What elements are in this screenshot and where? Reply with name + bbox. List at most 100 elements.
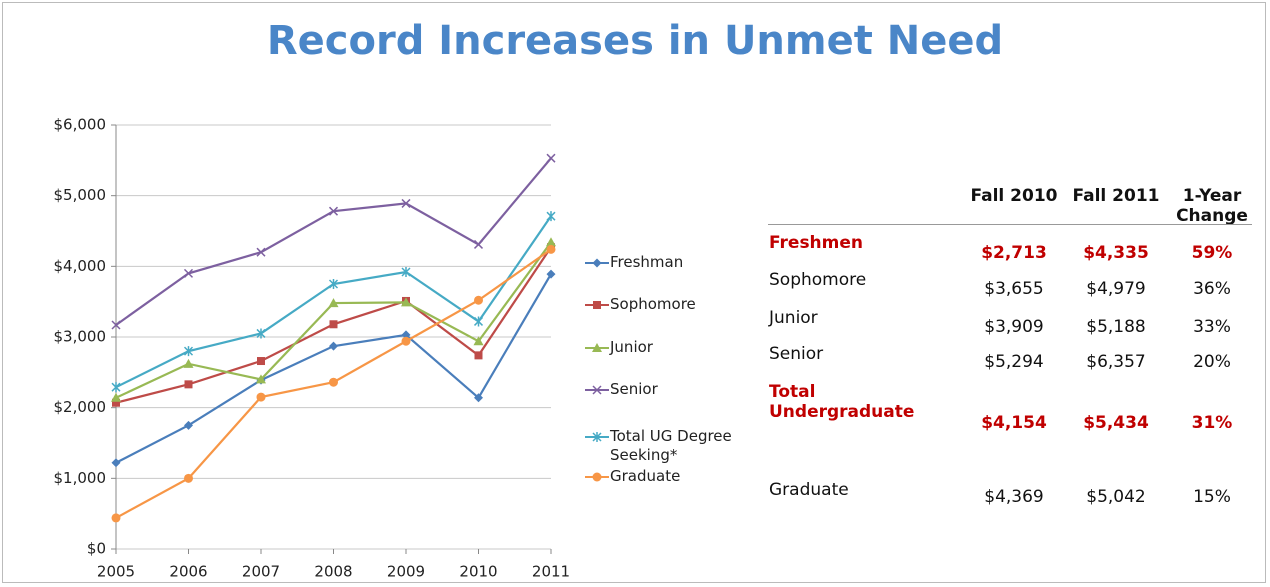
table-cell: $6,357 — [1086, 352, 1146, 372]
marker — [546, 269, 556, 279]
marker — [401, 198, 411, 208]
table-cell: $5,294 — [984, 352, 1044, 372]
marker — [111, 458, 121, 468]
y-tick-label: $3,000 — [54, 328, 107, 346]
marker — [256, 392, 266, 402]
marker — [546, 244, 556, 254]
x-tick-label: 2009 — [387, 563, 425, 581]
chart: $0 $1,000 $2,000 $3,000 $4,000 $5,000 $6,000 20… — [54, 116, 571, 581]
legend-swatch — [585, 432, 609, 442]
legend-swatch — [585, 258, 609, 268]
series-line — [115, 241, 552, 399]
legend-entry: Total UG Degree Seeking* — [584, 427, 754, 465]
marker — [184, 473, 193, 483]
marker — [474, 295, 483, 305]
marker — [546, 211, 556, 222]
row-label: Junior — [769, 308, 818, 328]
y-tick-label: $4,000 — [54, 257, 107, 275]
marker — [473, 316, 484, 327]
table-cell: 33% — [1193, 317, 1231, 337]
marker — [546, 237, 556, 247]
table-cell: $4,335 — [1083, 243, 1149, 263]
marker — [184, 420, 193, 430]
marker — [257, 357, 265, 366]
y-tick-label: $2,000 — [54, 398, 107, 416]
legend-swatch — [585, 343, 609, 352]
legend-swatch — [585, 472, 609, 482]
marker — [184, 380, 193, 389]
row-label: Total Undergraduate — [769, 382, 915, 422]
legend-label: Sophomore — [610, 295, 696, 313]
x-tick-label: 2011 — [532, 563, 570, 581]
marker — [111, 513, 121, 523]
row-label: Senior — [769, 344, 824, 364]
y-tick-label: $1,000 — [54, 469, 107, 487]
y-tick-label: $6,000 — [54, 116, 107, 134]
marker — [111, 392, 121, 402]
x-tick-label: 2006 — [169, 563, 207, 581]
marker — [111, 320, 121, 330]
marker — [329, 320, 338, 329]
legend-entry: Senior — [584, 380, 754, 399]
marker — [401, 297, 411, 307]
table-cell: 59% — [1191, 243, 1233, 263]
marker — [592, 432, 602, 442]
marker — [183, 346, 194, 357]
marker — [183, 358, 194, 368]
table-cell: 15% — [1193, 487, 1231, 507]
marker — [473, 239, 484, 249]
legend-entry: Junior — [584, 338, 754, 357]
marker — [474, 351, 483, 360]
marker — [592, 385, 602, 395]
y-tick-label: $5,000 — [54, 186, 107, 204]
legend-label: Graduate — [610, 467, 681, 485]
marker — [256, 328, 266, 339]
table-cell: 31% — [1191, 413, 1233, 433]
column-header: 1-Year Change — [1176, 186, 1248, 226]
marker — [592, 258, 602, 268]
legend-label: Total UG Degree Seeking* — [610, 427, 732, 464]
marker — [401, 330, 411, 340]
table-cell: $4,979 — [1086, 279, 1146, 299]
row-label: Sophomore — [769, 270, 867, 290]
table-cell: $2,713 — [981, 243, 1047, 263]
marker — [328, 206, 339, 216]
x-tick-label: 2007 — [242, 563, 280, 581]
legend-entry: Freshman — [584, 253, 754, 272]
legend-label: Junior — [610, 338, 653, 356]
row-label: Freshmen — [769, 233, 864, 253]
marker — [111, 382, 121, 393]
legend-entry: Graduate — [584, 467, 754, 486]
header-rule — [768, 224, 1252, 225]
table-cell: 20% — [1193, 352, 1231, 372]
column-header: Fall 2010 — [970, 186, 1058, 206]
marker — [592, 472, 602, 482]
table-cell: $3,909 — [984, 317, 1044, 337]
x-tick-label: 2008 — [314, 563, 352, 581]
marker — [256, 374, 266, 384]
x-tick-label: 2010 — [459, 563, 497, 581]
legend-label: Freshman — [610, 253, 684, 271]
legend-swatch — [585, 301, 609, 309]
table-cell: $3,655 — [984, 279, 1044, 299]
table-cell: $5,042 — [1086, 487, 1146, 507]
marker — [112, 398, 120, 407]
marker — [474, 393, 483, 403]
y-tick-label: $0 — [87, 540, 106, 558]
table-cell: $5,188 — [1086, 317, 1146, 337]
table-cell: $5,434 — [1083, 413, 1149, 433]
marker — [473, 336, 484, 346]
row-label: Graduate — [769, 480, 849, 500]
table-cell: 36% — [1193, 279, 1231, 299]
marker — [546, 153, 556, 163]
marker — [329, 377, 338, 387]
column-header: Fall 2011 — [1072, 186, 1160, 206]
marker — [401, 266, 411, 277]
table-cell: $4,154 — [981, 413, 1047, 433]
legend-swatch — [585, 385, 609, 395]
marker — [592, 343, 602, 352]
marker — [329, 341, 338, 351]
table-cell: $4,369 — [984, 487, 1044, 507]
